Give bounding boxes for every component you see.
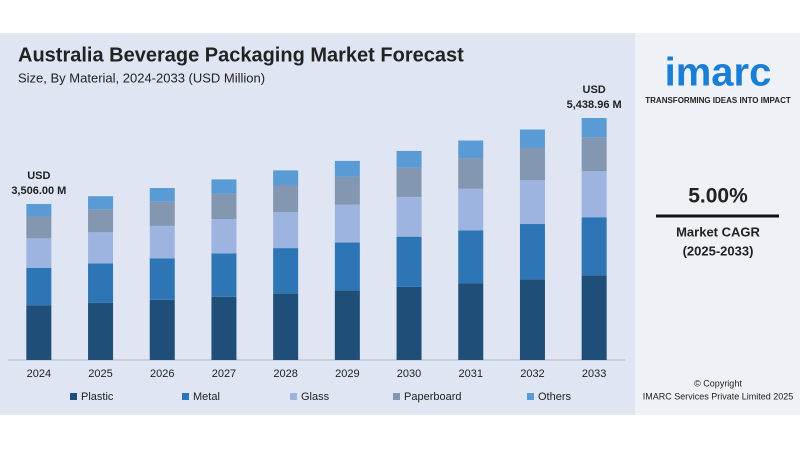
bar-segment	[334, 176, 360, 205]
company: IMARC Services Private Limited 2025	[643, 391, 794, 401]
legend-label: Others	[538, 391, 572, 403]
bar-segment	[273, 170, 299, 186]
bar-segment	[211, 193, 237, 220]
bar-segment	[334, 160, 360, 177]
bar-segment	[581, 217, 607, 276]
bar-segment	[149, 258, 175, 300]
bar-segment	[273, 248, 299, 294]
legend-label: Metal	[193, 391, 220, 403]
bar-segment	[88, 302, 114, 360]
bar-segment	[26, 267, 52, 306]
bar-segment	[273, 185, 299, 213]
bar-segment	[581, 275, 607, 360]
bar-segment	[396, 150, 422, 168]
x-tick-label: 2029	[335, 368, 359, 380]
sidebar-panel	[635, 33, 800, 415]
cagr-period: (2025-2033)	[683, 243, 754, 258]
logo: imarc	[665, 51, 772, 95]
bar-segment	[211, 179, 237, 194]
bar-segment	[88, 263, 114, 303]
bar-segment	[149, 225, 175, 259]
legend-label: Plastic	[81, 391, 114, 403]
bar-segment	[88, 209, 114, 233]
bar-segment	[273, 212, 299, 249]
bar-segment	[149, 188, 175, 202]
legend-swatch	[393, 393, 400, 400]
bar-segment	[211, 253, 237, 297]
x-tick-label: 2026	[150, 368, 174, 380]
bar-segment	[88, 196, 114, 210]
bar-segment	[211, 219, 237, 254]
tagline: TRANSFORMING IDEAS INTO IMPACT	[645, 96, 791, 105]
bar-segment	[26, 216, 52, 239]
bar-segment	[458, 158, 484, 189]
cagr-label: Market CAGR	[676, 224, 760, 239]
bar-segment	[396, 286, 422, 360]
chart-subtitle: Size, By Material, 2024-2033 (USD Millio…	[18, 70, 265, 85]
bar-segment	[396, 196, 422, 237]
bar-segment	[334, 290, 360, 360]
bar-segment	[211, 296, 237, 360]
legend-label: Glass	[301, 391, 330, 403]
bar-segment	[458, 140, 484, 159]
bar-segment	[458, 283, 484, 360]
legend-swatch	[70, 393, 77, 400]
x-tick-label: 2025	[88, 368, 112, 380]
legend-label: Paperboard	[404, 391, 462, 403]
chart-title: Australia Beverage Packaging Market Fore…	[18, 44, 464, 66]
bar-segment	[88, 232, 114, 264]
x-tick-label: 2024	[27, 368, 51, 380]
bar-segment	[519, 279, 545, 360]
bar-segment	[458, 188, 484, 231]
total-unit: USD	[27, 170, 50, 182]
bar-segment	[26, 305, 52, 360]
cagr-value: 5.00%	[688, 185, 748, 208]
legend-swatch	[527, 393, 534, 400]
x-tick-label: 2028	[273, 368, 297, 380]
bar-segment	[334, 204, 360, 243]
bar-segment	[396, 167, 422, 197]
bar-segment	[581, 118, 607, 138]
bar-segment	[519, 180, 545, 225]
legend-swatch	[182, 393, 189, 400]
bar-segment	[26, 204, 52, 217]
total-label: 3,506.00 M	[11, 185, 66, 197]
x-tick-label: 2030	[397, 368, 421, 380]
bar-segment	[149, 201, 175, 226]
x-tick-label: 2027	[212, 368, 236, 380]
bar-segment	[519, 129, 545, 148]
x-tick-label: 2032	[520, 368, 544, 380]
bar-segment	[581, 171, 607, 218]
copyright: © Copyright	[694, 378, 742, 388]
bar-segment	[581, 137, 607, 172]
bar-segment	[149, 299, 175, 360]
bar-segment	[396, 236, 422, 287]
bar-segment	[519, 224, 545, 280]
bar-segment	[458, 230, 484, 284]
x-tick-label: 2033	[582, 368, 606, 380]
bar-segment	[26, 238, 52, 268]
bar-segment	[273, 293, 299, 360]
bar-segment	[334, 242, 360, 291]
x-tick-label: 2031	[459, 368, 483, 380]
bar-segment	[519, 147, 545, 181]
total-label: 5,438.96 M	[567, 99, 622, 111]
total-unit: USD	[583, 84, 606, 96]
legend-swatch	[290, 393, 297, 400]
